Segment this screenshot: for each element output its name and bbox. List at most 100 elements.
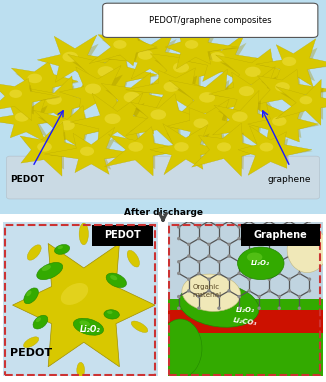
Circle shape [164,82,179,92]
Circle shape [80,147,94,156]
Circle shape [300,96,312,104]
Text: Organic
material: Organic material [192,285,221,298]
Ellipse shape [23,337,39,348]
Circle shape [217,237,221,240]
Polygon shape [252,110,320,139]
Circle shape [258,260,261,264]
Polygon shape [37,35,117,86]
Circle shape [217,225,221,229]
Circle shape [187,254,190,258]
Polygon shape [256,39,326,87]
Circle shape [258,225,261,229]
Circle shape [138,50,153,60]
Circle shape [197,260,200,264]
Circle shape [288,277,291,281]
Ellipse shape [33,315,48,329]
Circle shape [288,208,291,211]
Polygon shape [167,99,248,151]
Circle shape [298,272,301,275]
Polygon shape [44,127,138,174]
Bar [160,310,326,333]
Polygon shape [130,102,200,142]
Circle shape [197,295,200,298]
Text: PEDOT/graphene composites: PEDOT/graphene composites [149,16,272,25]
Circle shape [247,277,251,281]
Text: PEDOT: PEDOT [10,348,52,358]
Polygon shape [261,77,326,106]
Bar [160,299,326,382]
Circle shape [177,306,181,310]
Circle shape [177,237,181,240]
Ellipse shape [37,262,63,280]
Circle shape [217,306,221,310]
Circle shape [207,254,211,258]
Circle shape [185,40,198,49]
Circle shape [298,260,301,264]
Polygon shape [89,22,157,66]
Polygon shape [216,49,293,99]
Circle shape [227,219,231,223]
Circle shape [308,243,311,246]
Polygon shape [101,73,176,134]
Polygon shape [169,32,239,63]
Polygon shape [169,69,261,130]
Circle shape [259,142,273,152]
Polygon shape [0,78,60,121]
Circle shape [9,90,22,98]
Circle shape [177,295,181,298]
Circle shape [282,57,296,66]
Circle shape [232,112,248,122]
Circle shape [197,237,200,240]
Polygon shape [34,105,110,149]
Polygon shape [213,91,279,144]
Circle shape [217,272,221,275]
Circle shape [197,306,200,310]
Circle shape [113,40,126,49]
Circle shape [97,66,114,77]
Circle shape [288,289,291,293]
Circle shape [247,208,251,211]
Polygon shape [126,94,199,150]
Ellipse shape [107,311,112,314]
Circle shape [210,52,225,62]
Circle shape [128,142,143,152]
Polygon shape [24,131,91,170]
Polygon shape [275,79,326,125]
Polygon shape [29,85,94,120]
Circle shape [298,306,301,310]
Circle shape [239,86,254,96]
Circle shape [177,225,181,229]
Text: PEDOT: PEDOT [104,230,141,241]
Circle shape [237,237,241,240]
Circle shape [151,109,166,120]
Circle shape [177,272,181,275]
Polygon shape [64,75,148,112]
Ellipse shape [182,274,241,311]
Polygon shape [220,58,294,93]
Ellipse shape [36,317,41,322]
Circle shape [217,260,221,264]
Circle shape [277,272,281,275]
Polygon shape [105,126,187,176]
Ellipse shape [73,318,104,335]
Ellipse shape [77,363,84,378]
Circle shape [27,74,42,83]
Polygon shape [0,105,62,137]
Circle shape [308,277,311,281]
Circle shape [258,272,261,275]
Circle shape [308,219,311,223]
Circle shape [272,117,287,126]
Polygon shape [75,103,165,142]
Circle shape [46,94,62,105]
Circle shape [124,92,140,103]
Text: Li₂O₂: Li₂O₂ [236,307,255,313]
Circle shape [187,289,190,293]
Text: PEDOT: PEDOT [10,175,44,184]
Circle shape [227,208,231,211]
Text: graphene: graphene [267,175,311,184]
Polygon shape [260,48,326,81]
Text: Graphene: Graphene [253,230,307,240]
Polygon shape [248,102,319,144]
Polygon shape [154,133,224,168]
Circle shape [237,295,241,298]
